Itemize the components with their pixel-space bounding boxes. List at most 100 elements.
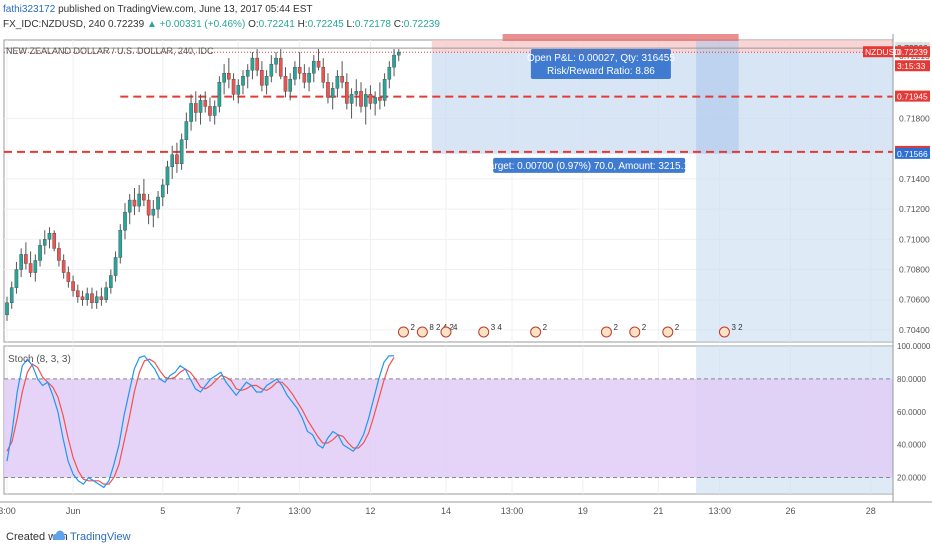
event-count: 2	[543, 323, 548, 332]
price-tag-label: NZDUSD	[865, 47, 900, 57]
high-label: H:	[297, 19, 308, 30]
candle-body	[151, 208, 156, 216]
candle-body	[250, 57, 255, 71]
candle-body	[99, 296, 104, 300]
candle-body	[142, 193, 146, 201]
candle-body	[349, 94, 354, 104]
candle-body	[373, 97, 377, 104]
candle-body	[260, 70, 264, 86]
stoch-k-line	[6, 355, 394, 489]
event-marker[interactable]: 2	[600, 323, 618, 338]
tradingview-logo-icon[interactable]	[52, 528, 68, 546]
candle-body	[19, 254, 23, 270]
candle-body	[61, 260, 66, 273]
event-marker[interactable]: 4	[440, 323, 458, 338]
event-marker[interactable]: 3 4	[478, 323, 503, 338]
open-value: 0.72241	[258, 19, 295, 30]
event-marker[interactable]: 2	[530, 323, 548, 338]
candle-body	[264, 76, 269, 86]
event-count: 3 4	[491, 323, 503, 332]
price-tag-box	[895, 46, 930, 58]
axes: 0.71800 0.71400 0.71200 0.71000 0.70800 0.706…	[0, 34, 932, 516]
candle-body	[38, 245, 42, 261]
candle-body	[179, 139, 184, 165]
stochastic-pane	[4, 355, 893, 489]
candle-body	[340, 76, 344, 83]
close-label: C:	[393, 19, 404, 30]
high-value: 0.72245	[307, 19, 344, 30]
y-tick-label: 0.71200	[899, 204, 930, 214]
open-pl-label: Open P&L: 0.00027, Qty: 316455	[527, 53, 675, 64]
price-tag-box	[895, 60, 930, 72]
candle-body	[184, 121, 189, 140]
y-tick-label: 0.71400	[899, 174, 930, 184]
candle-body	[396, 51, 401, 56]
candle-body	[245, 70, 250, 77]
x-tick-label: 26	[786, 506, 796, 516]
low-value: 0.72178	[354, 19, 391, 30]
event-marker[interactable]: 8 2 4 2	[416, 323, 454, 338]
event-marker[interactable]: 2	[662, 323, 680, 338]
x-tick-label: 13:00	[501, 506, 524, 516]
chart-labels: NEW ZEALAND DOLLAR / U.S. DOLLAR, 240, I…	[6, 46, 214, 365]
candle-body	[109, 275, 113, 288]
y-tick-label: 0.71000	[899, 234, 930, 244]
price-tag-label: 0.72239	[897, 47, 928, 57]
chart-area[interactable]: Open P&L: 0.00027, Qty: 316455 Risk/Rewar…	[0, 34, 932, 527]
candle-body	[146, 199, 151, 216]
event-marker[interactable]: 2	[629, 323, 647, 338]
x-tick-label: 13:00	[288, 506, 311, 516]
candle-body	[160, 184, 165, 198]
x-tick-label: 12	[365, 506, 375, 516]
open-pl-box	[530, 49, 671, 79]
y-tick-label: 0.70800	[899, 265, 930, 275]
candle-body	[217, 82, 222, 107]
flag-icon	[530, 326, 542, 338]
candle-body	[24, 254, 28, 264]
candle-body	[382, 79, 387, 101]
author-link[interactable]: fathi323172	[3, 4, 56, 15]
horizontal-levels[interactable]	[4, 47, 893, 153]
candle-body	[94, 296, 99, 303]
event-count: 2	[675, 323, 680, 332]
tradingview-brand-link[interactable]: TradingView	[70, 531, 131, 543]
flag-icon	[478, 326, 490, 338]
candle-body	[392, 54, 396, 68]
candle-body	[326, 82, 330, 98]
main-pane-title: NEW ZEALAND DOLLAR / U.S. DOLLAR, 240, I…	[6, 46, 214, 56]
candle-body	[312, 60, 316, 74]
stoch-y-tick-label: 40.0000	[897, 441, 926, 450]
event-count: 4	[453, 323, 458, 332]
candle-body	[316, 60, 321, 68]
event-marker[interactable]: 2	[397, 323, 415, 338]
target-box	[493, 157, 686, 173]
publish-line: fathi323172 published on TradingView.com…	[3, 4, 313, 15]
candle-body	[118, 230, 123, 258]
candle-body	[359, 91, 363, 107]
projection-zone	[696, 153, 893, 342]
candle-body	[255, 57, 259, 71]
candle-body	[137, 193, 141, 207]
candle-body	[14, 269, 19, 288]
stoch-pane-title: Stoch (8, 3, 3)	[8, 354, 71, 365]
flag-icon	[718, 326, 730, 338]
candle-body	[293, 66, 297, 80]
candle-body	[33, 260, 38, 273]
flag-icon	[600, 326, 612, 338]
candle-body	[269, 63, 274, 77]
stop-handle	[502, 34, 739, 41]
candle-body	[212, 106, 217, 116]
publish-text: published on TradingView.com, June 13, 2…	[58, 4, 313, 15]
y-tick-label: 0.71800	[899, 114, 930, 124]
close-value: 0.72239	[403, 19, 440, 30]
x-tick-label: 13:00	[708, 506, 731, 516]
flag-icon	[440, 326, 452, 338]
last-price: 0.72239	[108, 19, 145, 30]
candle-body	[165, 166, 170, 186]
candle-body	[321, 66, 326, 83]
candle-body	[330, 88, 335, 98]
event-marker[interactable]: 3 2	[718, 323, 743, 338]
event-count: 8 2 4 2	[429, 323, 454, 332]
stoch-d-line	[6, 357, 395, 485]
